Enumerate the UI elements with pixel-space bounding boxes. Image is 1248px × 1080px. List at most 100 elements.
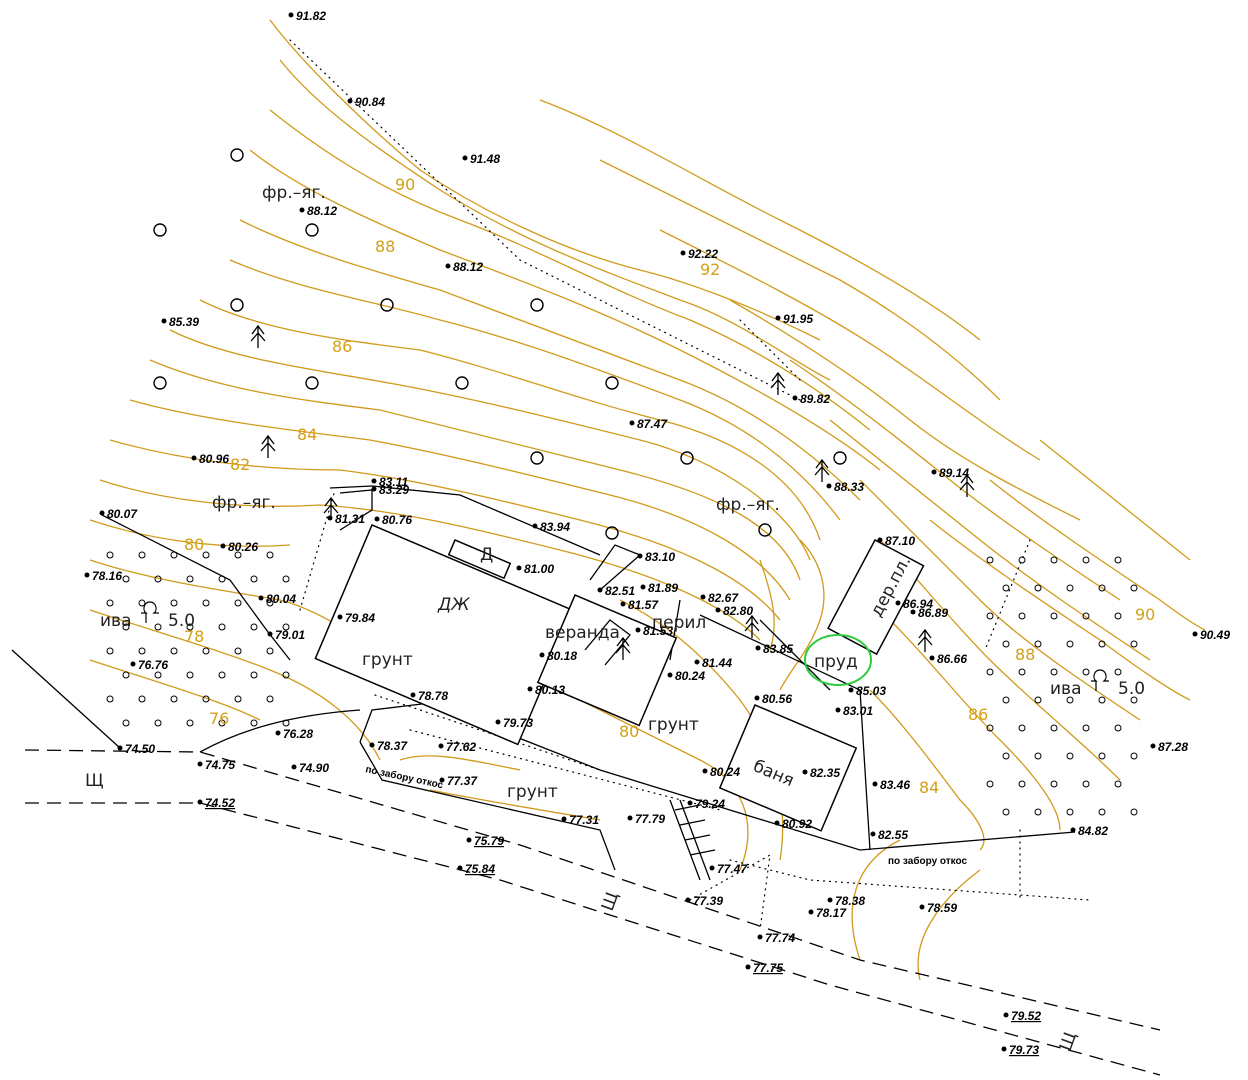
shrub-icon xyxy=(170,695,178,703)
shrub-icon xyxy=(1018,612,1026,620)
fence-slope-left: по забору откос xyxy=(364,763,444,791)
elevation-label: 80.24 xyxy=(675,669,705,683)
elevation-points: 91.82 90.84 91.48 88.12 88.12 92.22 91.95 85.39… xyxy=(84,9,1230,1057)
elevation-marker xyxy=(774,820,780,826)
fence-lines xyxy=(11,39,1091,931)
shrub-icon xyxy=(1066,640,1074,648)
elevation-marker xyxy=(84,572,90,578)
elevation-marker xyxy=(1150,743,1156,749)
contour-line xyxy=(269,19,821,341)
conifer-icon xyxy=(250,324,266,348)
conifer-icon xyxy=(959,473,975,497)
shrub-icon xyxy=(138,551,146,559)
elevation-marker xyxy=(620,601,626,607)
elevation-label: 79.01 xyxy=(275,628,305,642)
elevation-label: 91.95 xyxy=(783,312,813,326)
contour-line xyxy=(599,159,1001,401)
elevation-marker xyxy=(640,584,646,590)
contour-label: 86 xyxy=(332,337,352,356)
elevation-label: 83.85 xyxy=(763,642,793,656)
shrub-icon xyxy=(530,451,544,465)
elevation-label: 86.89 xyxy=(918,606,948,620)
elevation-label: 85.03 xyxy=(856,684,886,698)
elevation-label: 82.51 xyxy=(605,584,635,598)
elevation-marker xyxy=(808,909,814,915)
elevation-marker xyxy=(702,768,708,774)
shrub-icon xyxy=(1002,640,1010,648)
elevation-marker xyxy=(288,12,294,18)
shrub-icon xyxy=(530,298,544,312)
elevation-label: 82.35 xyxy=(810,766,840,780)
shrub-icon xyxy=(170,551,178,559)
willow-height-1: 5.0 xyxy=(168,611,195,631)
road-label-3: Щ xyxy=(1056,1029,1081,1053)
shrub-icon xyxy=(1034,752,1042,760)
shrub-icon xyxy=(154,719,162,727)
shrub-icon xyxy=(1130,752,1138,760)
veg-label-3: фр.–яг. xyxy=(716,495,780,515)
elevation-marker xyxy=(715,607,721,613)
shrub-icon xyxy=(106,599,114,607)
elevation-label: 77.31 xyxy=(569,813,599,827)
pond xyxy=(804,634,872,686)
contour-line xyxy=(759,559,775,651)
shrub-icon xyxy=(1066,584,1074,592)
elevation-marker xyxy=(462,155,468,161)
elevation-label: 80.96 xyxy=(199,452,229,466)
willow-height-2: 5.0 xyxy=(1118,679,1145,699)
elevation-label: 86.66 xyxy=(937,652,967,666)
road-label-1: Щ xyxy=(85,771,104,791)
elevation-label: 76.76 xyxy=(138,658,168,672)
elevation-label: 91.48 xyxy=(470,152,500,166)
contour-line xyxy=(229,259,841,521)
shrub-icon xyxy=(1098,584,1106,592)
elevation-marker xyxy=(197,799,203,805)
shrub-icon xyxy=(186,623,194,631)
elevation-marker xyxy=(291,764,297,770)
elevation-label: 87.10 xyxy=(885,534,915,548)
contour-line xyxy=(869,689,985,851)
contour-line xyxy=(1039,439,1191,561)
elevation-marker xyxy=(117,745,123,751)
elevation-marker xyxy=(827,897,833,903)
elevation-label: 92.22 xyxy=(688,247,718,261)
house-label: ДЖ xyxy=(437,595,470,615)
elevation-label: 80.04 xyxy=(266,592,296,606)
elevation-label: 79.24 xyxy=(695,797,725,811)
elevation-label: 80.18 xyxy=(547,649,577,663)
shrub-icon xyxy=(266,647,274,655)
shrub-icon xyxy=(1018,780,1026,788)
shrub-icon xyxy=(138,695,146,703)
shrub-icon xyxy=(1098,640,1106,648)
elevation-marker xyxy=(275,730,281,736)
shrub-icon xyxy=(282,623,290,631)
shrub-icon xyxy=(986,724,994,732)
elevation-marker xyxy=(371,486,377,492)
shrub-icon xyxy=(1002,696,1010,704)
elevation-marker xyxy=(635,627,641,633)
shrub-icon xyxy=(250,623,258,631)
shrub-icon xyxy=(1082,780,1090,788)
shrub-icon xyxy=(1050,556,1058,564)
contour-line xyxy=(929,519,1191,701)
elevation-label: 85.39 xyxy=(169,315,199,329)
elevation-marker xyxy=(629,420,635,426)
shrub-icon xyxy=(1050,668,1058,676)
elevation-label: 77.62 xyxy=(446,740,476,754)
elevation-label: 77.79 xyxy=(635,812,665,826)
elevation-marker xyxy=(495,719,501,725)
shrub-icon xyxy=(1018,556,1026,564)
shrub-icon xyxy=(186,575,194,583)
contour-label: 82 xyxy=(230,455,250,474)
elevation-label: 81.53 xyxy=(643,624,673,638)
elevation-marker xyxy=(637,553,643,559)
contour-label: 78 xyxy=(184,627,204,646)
elevation-marker xyxy=(931,469,937,475)
contour-label: 92 xyxy=(700,260,720,279)
veg-label-2: фр.–яг. xyxy=(212,493,276,513)
elevation-label: 81.31 xyxy=(335,512,365,526)
shrub-icon xyxy=(153,223,167,237)
shrub-icon xyxy=(1130,584,1138,592)
elevation-marker xyxy=(1001,1046,1007,1052)
